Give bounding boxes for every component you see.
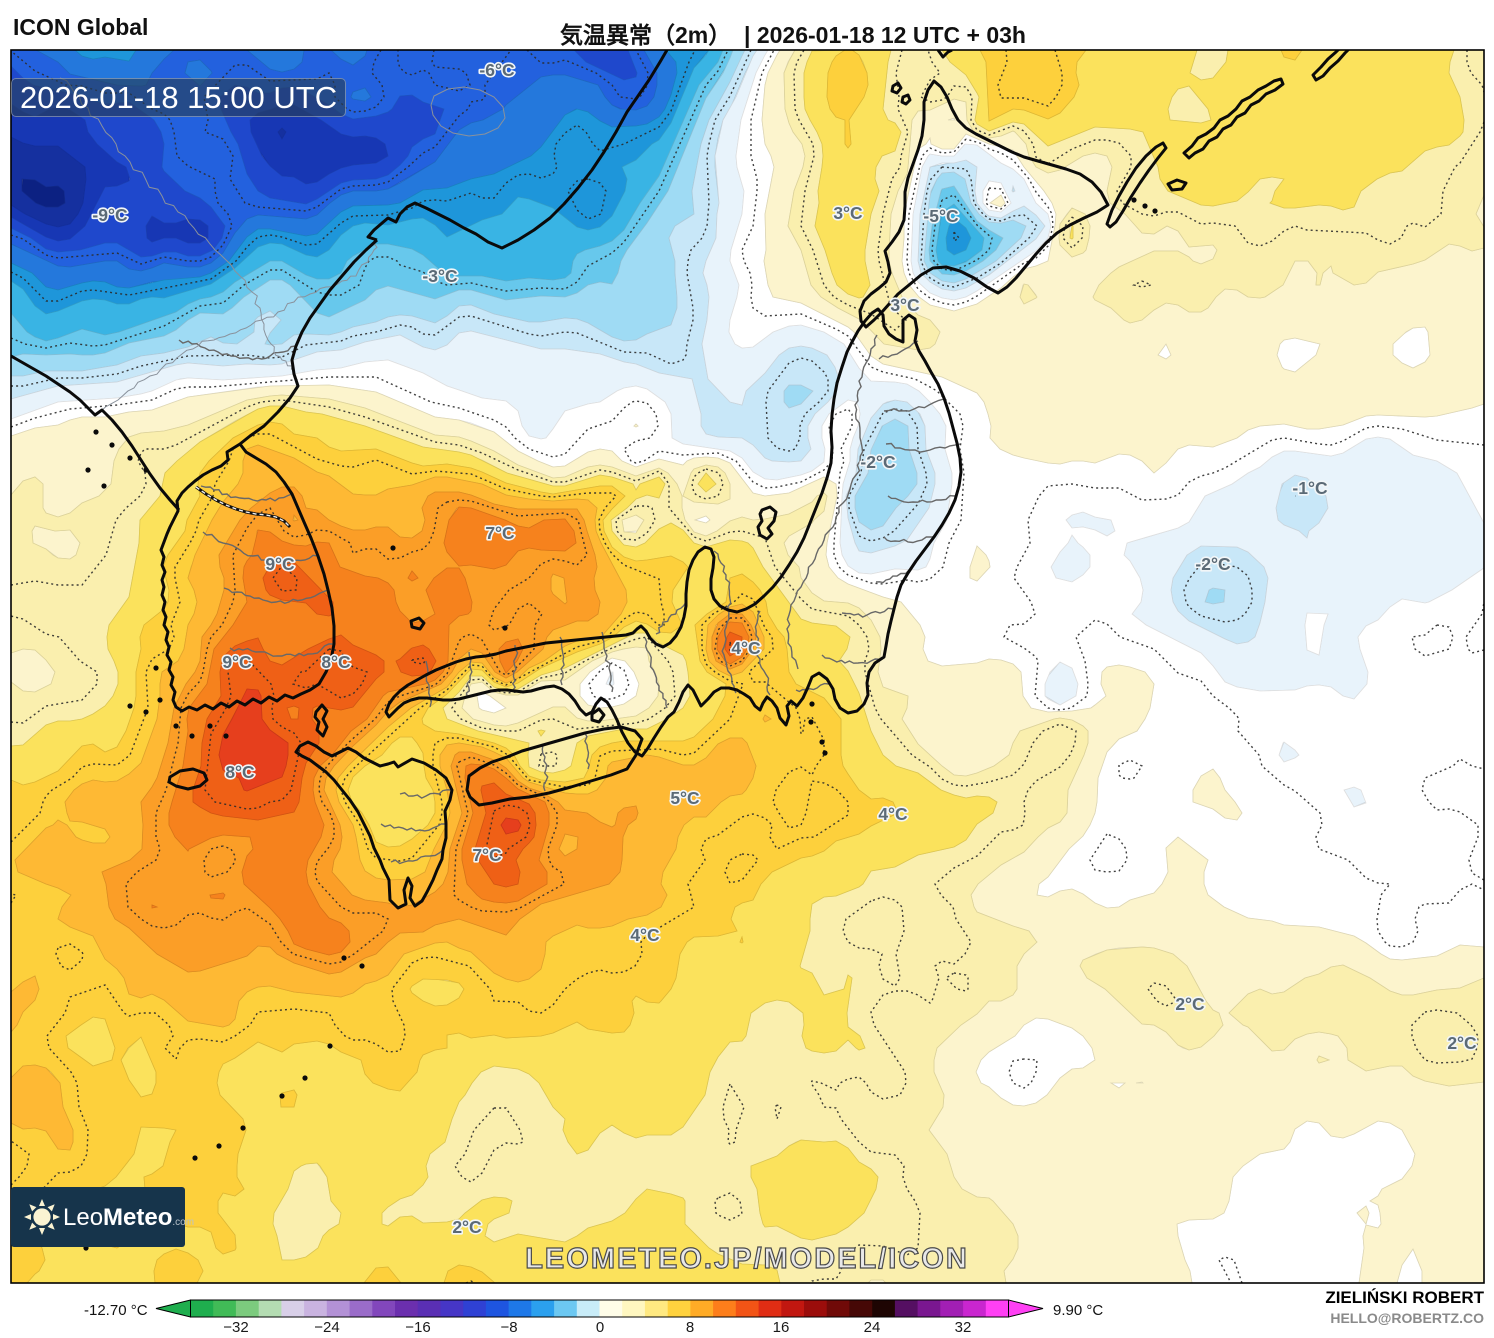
svg-text:2°C: 2°C — [1175, 994, 1205, 1014]
svg-text:5°C: 5°C — [670, 788, 700, 808]
svg-text:7°C: 7°C — [485, 523, 515, 543]
svg-text:−32: −32 — [223, 1319, 248, 1336]
svg-text:3°C: 3°C — [833, 203, 863, 223]
svg-text:24: 24 — [864, 1319, 881, 1336]
svg-text:2°C: 2°C — [452, 1217, 482, 1237]
svg-text:8°C: 8°C — [225, 762, 255, 782]
svg-text:3°C: 3°C — [890, 295, 920, 315]
svg-text:4°C: 4°C — [878, 804, 908, 824]
svg-text:2°C: 2°C — [1447, 1033, 1477, 1053]
svg-text:8: 8 — [686, 1319, 694, 1336]
svg-text:9°C: 9°C — [265, 554, 295, 574]
svg-text:−8: −8 — [500, 1319, 517, 1336]
svg-text:−24: −24 — [314, 1319, 339, 1336]
svg-text:9°C: 9°C — [222, 652, 252, 672]
svg-text:-9°C: -9°C — [92, 205, 128, 225]
svg-text:-6°C: -6°C — [479, 60, 515, 80]
svg-text:-2°C: -2°C — [1195, 554, 1231, 574]
svg-text:8°C: 8°C — [321, 652, 351, 672]
svg-text:32: 32 — [955, 1319, 972, 1336]
svg-text:-1°C: -1°C — [1292, 478, 1328, 498]
svg-text:0: 0 — [596, 1319, 604, 1336]
svg-text:4°C: 4°C — [630, 925, 660, 945]
svg-text:-3°C: -3°C — [422, 266, 458, 286]
svg-text:7°C: 7°C — [472, 845, 502, 865]
svg-text:-5°C: -5°C — [923, 206, 959, 226]
svg-text:−16: −16 — [405, 1319, 430, 1336]
svg-text:-2°C: -2°C — [860, 452, 896, 472]
svg-text:16: 16 — [773, 1319, 790, 1336]
svg-text:4°C: 4°C — [731, 638, 761, 658]
